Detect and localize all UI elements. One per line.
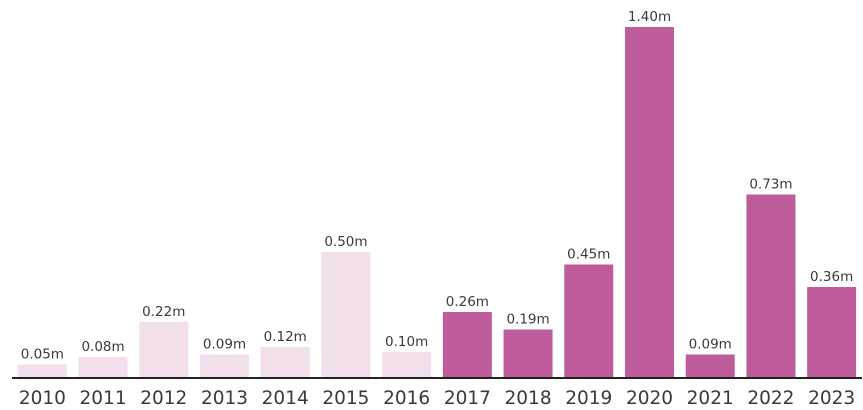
value-label-2010: 0.05m (21, 347, 64, 363)
x-tick-labels-group: 2010 2011 2012 2013 2014 2015 2016 2017 2018 2019… (19, 388, 855, 409)
value-label-2011: 0.08m (81, 339, 124, 355)
x-tick-label-2013: 2013 (201, 388, 248, 409)
value-label-2014: 0.12m (264, 329, 307, 345)
value-label-2013: 0.09m (203, 337, 246, 353)
x-tick-label-2010: 2010 (19, 388, 66, 409)
x-tick-label-2020: 2020 (626, 388, 673, 409)
x-tick-label-2014: 2014 (262, 388, 309, 409)
value-label-2015: 0.50m (324, 234, 367, 250)
bar-2011 (78, 357, 128, 377)
bar-2010 (17, 364, 67, 377)
x-tick-label-2018: 2018 (505, 388, 552, 409)
x-tick-label-2021: 2021 (687, 388, 734, 409)
bar-2023 (807, 287, 857, 377)
bar-2013 (200, 354, 249, 377)
value-label-2021: 0.09m (689, 337, 732, 353)
x-tick-label-2019: 2019 (565, 388, 612, 409)
value-label-2022: 0.73m (749, 177, 792, 193)
bar-2021 (685, 354, 735, 377)
value-label-2016: 0.10m (385, 334, 428, 350)
bar-2022 (746, 194, 796, 377)
bar-2018 (503, 329, 553, 377)
value-label-2020: 1.40m (628, 9, 671, 25)
bar-2019 (564, 264, 614, 377)
bar-2014 (260, 347, 310, 377)
value-label-2019: 0.45m (567, 247, 610, 263)
value-label-2012: 0.22m (142, 304, 185, 320)
x-tick-label-2011: 2011 (80, 388, 127, 409)
value-label-2017: 0.26m (446, 294, 489, 310)
x-tick-label-2017: 2017 (444, 388, 491, 409)
value-label-2018: 0.19m (506, 312, 549, 328)
bars-group (17, 27, 857, 377)
x-tick-label-2023: 2023 (808, 388, 855, 409)
bar-2012 (139, 322, 189, 377)
bar-2020 (625, 27, 674, 377)
x-tick-label-2022: 2022 (747, 388, 794, 409)
x-tick-label-2012: 2012 (140, 388, 187, 409)
bar-2016 (382, 352, 432, 377)
bar-2017 (442, 312, 492, 377)
value-labels-group: 0.05m 0.08m 0.22m 0.09m 0.12m 0.50m 0.10m 0.26m… (21, 9, 853, 363)
bar-2015 (321, 252, 371, 377)
value-label-2023: 0.36m (810, 269, 853, 285)
x-tick-label-2016: 2016 (383, 388, 430, 409)
x-tick-label-2015: 2015 (322, 388, 369, 409)
